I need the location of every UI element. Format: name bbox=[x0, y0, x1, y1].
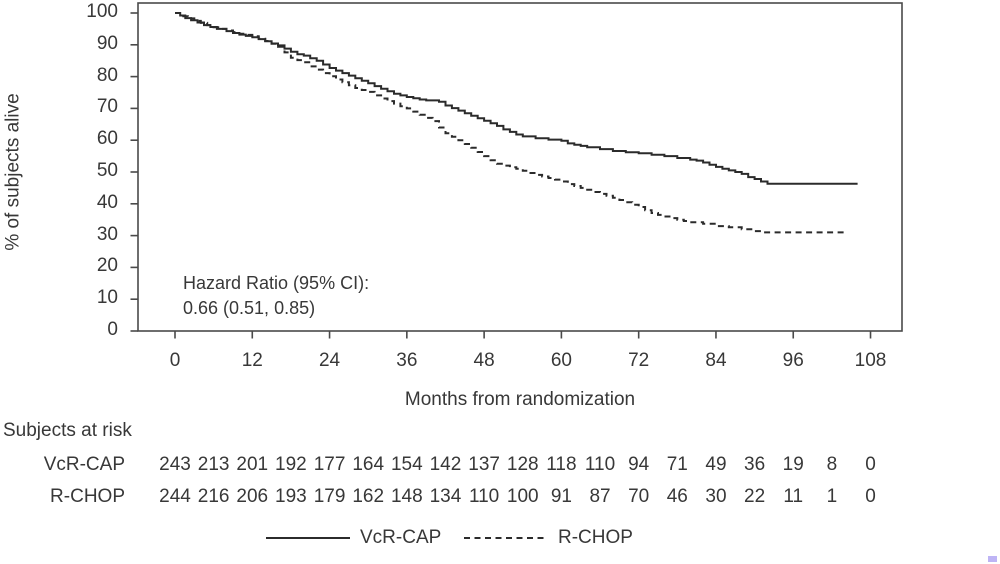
x-tick-label: 72 bbox=[628, 350, 650, 371]
y-tick-label: 70 bbox=[96, 96, 118, 118]
risk-count-vcrcap-m18: 192 bbox=[275, 454, 307, 475]
x-tick-label: 24 bbox=[318, 350, 341, 371]
y-tick-label: 60 bbox=[96, 128, 118, 150]
risk-row-label-rchop: R-CHOP bbox=[50, 486, 125, 507]
risk-count-rchop-m54: 100 bbox=[506, 486, 539, 507]
x-axis-title: Months from randomization bbox=[404, 389, 636, 410]
risk-count-rchop-m84: 30 bbox=[705, 486, 727, 507]
hazard-ratio-annotation: Hazard Ratio (95% CI): 0.66 (0.51, 0.85) bbox=[183, 271, 369, 321]
risk-count-vcrcap-m0: 243 bbox=[159, 454, 191, 475]
legend-label-rchop: R-CHOP bbox=[558, 527, 633, 548]
risk-count-vcrcap-m108: 0 bbox=[865, 454, 876, 475]
x-tick-label: 96 bbox=[782, 350, 804, 371]
risk-count-rchop-m72: 70 bbox=[628, 486, 650, 507]
risk-count-rchop-m24: 179 bbox=[313, 486, 346, 507]
y-tick-label: 100 bbox=[86, 1, 118, 22]
risk-count-vcrcap-m78: 71 bbox=[666, 454, 688, 475]
risk-count-rchop-m108: 0 bbox=[865, 486, 876, 507]
y-tick-label: 30 bbox=[96, 223, 118, 245]
survival-curve-rchop bbox=[175, 12, 845, 234]
risk-count-vcrcap-m84: 49 bbox=[705, 454, 727, 475]
legend-label-vcrcap: VcR-CAP bbox=[360, 527, 442, 548]
hazard-ratio-label: Hazard Ratio (95% CI): bbox=[183, 273, 370, 293]
risk-count-vcrcap-m102: 8 bbox=[826, 454, 838, 475]
risk-count-vcrcap-m90: 36 bbox=[744, 454, 766, 475]
y-tick-label: 10 bbox=[96, 287, 118, 309]
x-tick-label: 108 bbox=[854, 350, 887, 371]
x-tick-label: 48 bbox=[473, 350, 495, 371]
risk-count-vcrcap-m42: 142 bbox=[429, 454, 462, 475]
risk-count-rchop-m30: 162 bbox=[352, 486, 385, 507]
y-tick-label: 50 bbox=[96, 160, 118, 181]
y-tick-label: 90 bbox=[96, 32, 118, 54]
y-tick-label: 80 bbox=[96, 64, 118, 86]
risk-count-rchop-m6: 216 bbox=[197, 486, 230, 507]
x-tick-label: 84 bbox=[705, 350, 727, 371]
risk-count-rchop-m90: 22 bbox=[744, 486, 766, 507]
corner-artifact bbox=[988, 556, 997, 562]
risk-count-vcrcap-m36: 154 bbox=[390, 454, 423, 475]
x-tick-label: 12 bbox=[241, 350, 263, 371]
risk-count-rchop-m60: 91 bbox=[550, 486, 572, 507]
risk-count-rchop-m42: 134 bbox=[429, 486, 462, 507]
risk-count-rchop-m96: 11 bbox=[783, 486, 804, 507]
risk-count-rchop-m48: 110 bbox=[468, 486, 500, 507]
y-axis-title: % of subjects alive bbox=[2, 93, 24, 251]
x-tick-label: 0 bbox=[169, 350, 181, 371]
risk-count-rchop-m18: 193 bbox=[275, 486, 307, 507]
hazard-ratio-value: 0.66 (0.51, 0.85) bbox=[183, 298, 316, 318]
risk-count-rchop-m0: 244 bbox=[159, 486, 191, 507]
risk-count-vcrcap-m60: 118 bbox=[546, 454, 577, 475]
y-tick-label: 40 bbox=[96, 191, 118, 213]
plot-border bbox=[137, 2, 903, 332]
risk-count-vcrcap-m12: 201 bbox=[236, 454, 269, 475]
subjects-at-risk-title: Subjects at risk bbox=[3, 420, 132, 441]
risk-count-rchop-m78: 46 bbox=[666, 486, 688, 507]
risk-count-vcrcap-m30: 164 bbox=[352, 454, 385, 475]
y-tick-label: 20 bbox=[96, 255, 118, 277]
risk-count-rchop-m12: 206 bbox=[236, 486, 269, 507]
risk-count-vcrcap-m24: 177 bbox=[313, 454, 346, 475]
risk-count-vcrcap-m6: 213 bbox=[197, 454, 230, 475]
risk-count-rchop-m102: 1 bbox=[826, 486, 838, 507]
risk-count-vcrcap-m66: 110 bbox=[584, 454, 616, 475]
x-tick-label: 60 bbox=[550, 350, 572, 371]
risk-count-vcrcap-m48: 137 bbox=[468, 454, 500, 475]
risk-count-vcrcap-m54: 128 bbox=[506, 454, 539, 475]
x-tick-label: 36 bbox=[396, 350, 418, 371]
risk-count-rchop-m66: 87 bbox=[589, 486, 611, 507]
risk-count-vcrcap-m96: 19 bbox=[782, 454, 804, 475]
risk-count-rchop-m36: 148 bbox=[390, 486, 423, 507]
risk-row-label-vcrcap: VcR-CAP bbox=[43, 454, 125, 475]
y-tick-label: 0 bbox=[107, 319, 118, 340]
survival-curve-vcrcap bbox=[175, 12, 858, 185]
risk-count-vcrcap-m72: 94 bbox=[628, 454, 650, 475]
